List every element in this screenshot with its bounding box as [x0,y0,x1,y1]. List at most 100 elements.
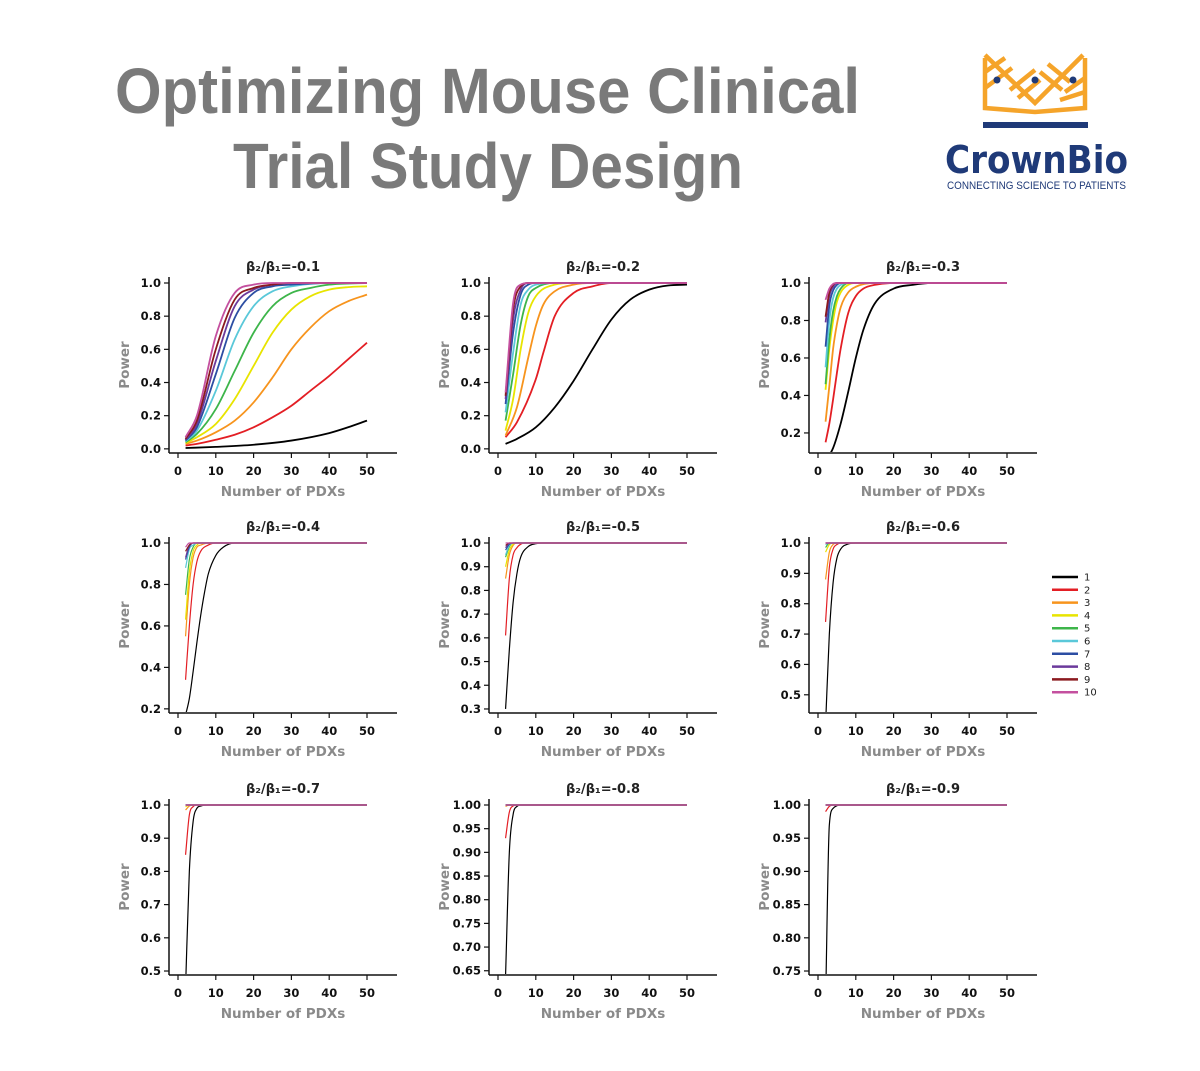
y-tick-label: 0.85 [453,869,481,883]
page-title-line1: Optimizing Mouse Clinical [115,55,860,127]
y-tick-label: 0.5 [781,688,801,702]
x-axis-label: Number of PDXs [221,744,346,760]
legend-item: 6 [1052,637,1090,648]
legend-item: 3 [1052,598,1090,609]
chart-panel: β₂/β₁=-0.8 0 10 20 30 40 50 0.65 0.70 0.75 0.80 0.8… [437,782,717,1022]
x-tick-label: 50 [359,986,375,1000]
y-tick-label: 0.85 [773,898,801,912]
y-axis-label: Power [117,863,133,911]
x-tick-label: 30 [283,464,299,478]
x-axis-label: Number of PDXs [541,484,666,500]
y-tick-label: 0.6 [141,931,161,945]
panel-title: β₂/β₁=-0.2 [566,260,640,275]
series-line-4 [504,282,687,431]
y-tick-label: 0.8 [141,577,161,591]
x-tick-label: 20 [886,464,902,478]
legend-label: 10 [1084,688,1097,699]
y-tick-label: 0.6 [461,342,481,356]
y-tick-label: 0.75 [773,964,801,978]
y-tick-label: 0.90 [453,845,481,859]
y-tick-label: 0.9 [141,831,161,845]
y-axis-label: Power [437,341,453,389]
series-line-2 [504,282,687,438]
x-tick-label: 0 [494,986,502,1000]
y-tick-label: 0.5 [461,655,481,669]
x-tick-label: 10 [848,464,864,478]
series-group [824,282,1007,452]
x-tick-label: 20 [566,986,582,1000]
x-tick-label: 10 [528,464,544,478]
y-tick-label: 0.8 [461,583,481,597]
x-axis-label: Number of PDXs [861,744,986,760]
series-line-2 [824,282,1007,443]
x-tick-label: 40 [641,986,657,1000]
series-line-3 [185,804,367,811]
x-tick-label: 50 [679,464,695,478]
x-tick-label: 30 [603,464,619,478]
legend-label: 5 [1084,624,1090,635]
series-line-3 [824,282,1007,422]
crownbio-logo: CrownBio CONNECTING SCIENCE TO PATIENTS [945,53,1128,192]
series-line-2 [824,542,1007,622]
y-tick-label: 0.8 [781,597,801,611]
x-tick-label: 50 [999,986,1015,1000]
series-line-2 [184,542,367,680]
series-line-4 [185,285,368,444]
series-line-2 [504,542,687,636]
panel-title: β₂/β₁=-0.4 [246,520,320,535]
x-tick-label: 30 [283,724,299,738]
x-tick-label: 30 [603,724,619,738]
y-tick-label: 0.0 [461,442,481,456]
x-tick-label: 30 [283,986,299,1000]
x-tick-label: 10 [848,986,864,1000]
y-tick-label: 0.7 [461,607,481,621]
series-line-1 [505,283,688,445]
y-tick-label: 0.8 [141,309,161,323]
y-tick-label: 0.65 [453,964,481,978]
y-tick-label: 0.6 [141,342,161,356]
chart-panel: β₂/β₁=-0.7 0 10 20 30 40 50 0.5 0.6 0.7 0.8 0.9 1.0 N… [117,782,397,1022]
series-line-3 [504,542,687,579]
x-tick-label: 10 [528,724,544,738]
x-tick-label: 50 [679,724,695,738]
series-line-7 [824,282,1007,347]
y-tick-label: 0.80 [453,893,481,907]
y-tick-label: 1.0 [141,276,161,290]
series-line-5 [504,282,687,421]
y-tick-label: 0.6 [141,619,161,633]
legend-label: 1 [1084,573,1090,584]
series-group [504,282,688,445]
series-line-7 [184,542,367,560]
y-tick-label: 0.2 [141,409,161,423]
y-tick-label: 0.70 [453,940,481,954]
series-line-8 [505,542,687,549]
y-tick-label: 0.8 [461,309,481,323]
x-tick-label: 40 [641,724,657,738]
y-tick-label: 0.7 [141,898,161,912]
y-tick-label: 0.6 [461,631,481,645]
x-tick-label: 30 [923,986,939,1000]
series-line-9 [185,542,367,552]
panel-title: β₂/β₁=-0.9 [886,782,960,797]
series-group [504,804,687,974]
y-tick-label: 1.0 [461,536,481,550]
x-tick-label: 40 [321,464,337,478]
series-line-1 [830,282,1007,452]
legend-item: 10 [1052,688,1097,699]
y-tick-label: 0.75 [453,916,481,930]
series-group [184,804,367,974]
series-line-2 [184,804,367,855]
series-line-2 [825,804,1007,812]
logo-brand: CrownBio [945,138,1128,182]
x-tick-label: 0 [814,986,822,1000]
panel-title: β₂/β₁=-0.7 [246,782,320,797]
y-tick-label: 0.80 [773,931,801,945]
y-tick-label: 1.0 [141,798,161,812]
series-line-4 [825,542,1007,553]
series-line-6 [824,282,1007,368]
y-tick-label: 0.4 [141,660,161,674]
y-tick-label: 0.4 [461,678,481,692]
x-tick-label: 50 [999,724,1015,738]
panel-title: β₂/β₁=-0.1 [246,260,320,275]
logo-bar [983,122,1088,128]
